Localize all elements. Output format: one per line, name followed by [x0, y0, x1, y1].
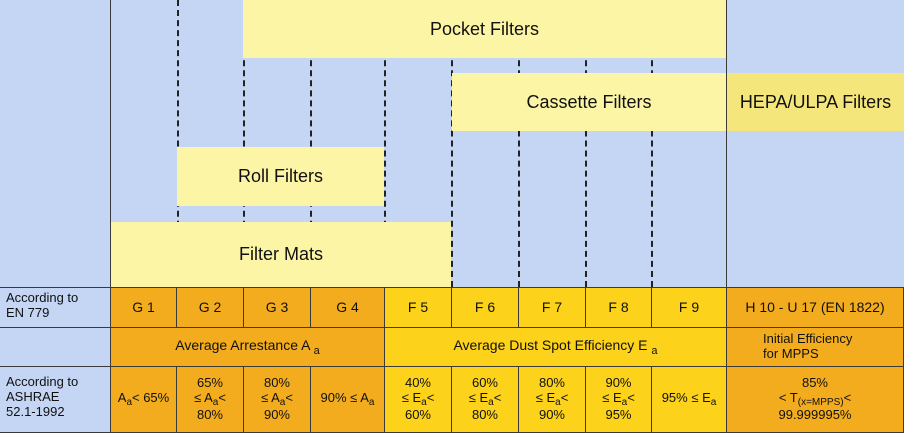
initial-efficiency-mpps: Initial Efficiency for MPPS — [727, 328, 904, 367]
class-f5-label: F 5 — [407, 299, 429, 316]
measure-label-empty — [0, 328, 111, 367]
criterion-g1: Aa< 65% — [111, 367, 177, 433]
average-arrestance: Average Arrestance A a — [111, 328, 385, 367]
class-f7: F 7 — [519, 288, 586, 328]
criterion-g3: 80% ≤ Aa< 90% — [244, 367, 311, 433]
column-divider — [451, 0, 453, 287]
class-f6-label: F 6 — [474, 299, 496, 316]
hepa-ulpa-filters-band: HEPA/ULPA Filters — [727, 73, 904, 131]
roll-filters-band: Roll Filters — [177, 147, 384, 206]
criterion-f9-text: 95% ≤ Ea — [661, 389, 717, 408]
class-g4-label: G 4 — [336, 299, 359, 316]
ashrae-label: According to ASHRAE 52.1-1992 — [0, 367, 111, 433]
column-divider — [177, 0, 179, 287]
column-divider — [651, 0, 653, 287]
column-divider — [726, 0, 727, 287]
class-f8-label: F 8 — [608, 299, 629, 316]
class-f6: F 6 — [452, 288, 519, 328]
filter-mats-band: Filter Mats — [111, 222, 451, 287]
class-f7-label: F 7 — [541, 299, 563, 316]
en779-label-line2: EN 779 — [6, 304, 50, 320]
criterion-f7: 80% ≤ Ea< 90% — [519, 367, 586, 433]
pocket-filters-label: Pocket Filters — [429, 18, 540, 39]
average-arrestance-text: Average Arrestance A a — [175, 336, 320, 357]
class-g3: G 3 — [244, 288, 311, 328]
roll-filters-label: Roll Filters — [237, 166, 323, 186]
criterion-g4-text: 90% ≤ Aa — [320, 389, 375, 408]
column-divider — [243, 0, 245, 287]
class-g3-label: G 3 — [265, 299, 289, 316]
class-f5: F 5 — [385, 288, 452, 328]
class-g1-label: G 1 — [132, 299, 155, 316]
en779-label-line1: According to — [6, 290, 79, 305]
column-divider — [384, 0, 386, 287]
class-f9-label: F 9 — [678, 299, 700, 316]
ashrae-label-line2: ASHRAE — [6, 388, 60, 404]
table-top-border — [0, 287, 904, 288]
criterion-hepa: 85% < T(x=MPPS)< 99.999995% — [727, 367, 904, 433]
initial-efficiency-line2: for MPPS — [763, 346, 819, 361]
criterion-f8: 90% ≤ Ea< 95% — [586, 367, 652, 433]
class-g4: G 4 — [311, 288, 385, 328]
criterion-f6: 60% ≤ Ea< 80% — [452, 367, 519, 433]
ashrae-label-line1: According to — [6, 374, 79, 389]
en779-label: According to EN 779 — [0, 288, 111, 328]
class-g1: G 1 — [111, 288, 177, 328]
criterion-f9: 95% ≤ Ea — [652, 367, 727, 433]
class-f9: F 9 — [652, 288, 727, 328]
initial-efficiency-line1: Initial Efficiency — [763, 331, 853, 347]
column-divider — [585, 0, 587, 287]
cassette-filters-label: Cassette Filters — [526, 91, 652, 112]
ashrae-label-line3: 52.1-1992 — [6, 403, 65, 419]
class-hepa-label: H 10 - U 17 (EN 1822) — [745, 299, 885, 316]
class-f8: F 8 — [586, 288, 652, 328]
criterion-g4: 90% ≤ Aa — [311, 367, 385, 433]
average-dust-spot-text: Average Dust Spot Efficiency E a — [453, 336, 658, 357]
criterion-f5: 40% ≤ Ea< 60% — [385, 367, 452, 433]
class-g2-label: G 2 — [198, 299, 222, 316]
criterion-g2: 65% ≤ Aa< 80% — [177, 367, 244, 433]
pocket-filters-band: Pocket Filters — [243, 0, 726, 58]
average-dust-spot-efficiency: Average Dust Spot Efficiency E a — [385, 328, 727, 367]
column-divider — [310, 0, 312, 287]
cassette-filters-band: Cassette Filters — [452, 73, 726, 131]
hepa-ulpa-filters-label: HEPA/ULPA Filters — [739, 91, 892, 112]
column-divider — [518, 0, 520, 287]
class-hepa: H 10 - U 17 (EN 1822) — [727, 288, 904, 328]
filter-mats-label: Filter Mats — [238, 244, 323, 264]
criterion-g1-text: Aa< 65% — [117, 389, 170, 408]
column-divider — [110, 0, 111, 287]
class-g2: G 2 — [177, 288, 244, 328]
